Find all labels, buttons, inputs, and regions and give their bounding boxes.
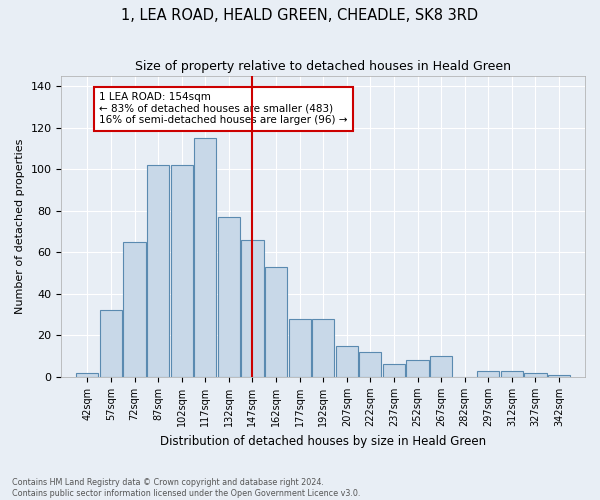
Bar bbox=[406, 360, 428, 377]
Bar bbox=[336, 346, 358, 377]
Bar bbox=[501, 370, 523, 377]
Bar bbox=[312, 318, 334, 377]
Bar bbox=[359, 352, 382, 377]
Bar bbox=[194, 138, 217, 377]
Bar bbox=[430, 356, 452, 377]
Bar bbox=[524, 373, 547, 377]
Bar bbox=[477, 370, 499, 377]
Bar bbox=[100, 310, 122, 377]
Text: Contains HM Land Registry data © Crown copyright and database right 2024.
Contai: Contains HM Land Registry data © Crown c… bbox=[12, 478, 361, 498]
Bar bbox=[124, 242, 146, 377]
X-axis label: Distribution of detached houses by size in Heald Green: Distribution of detached houses by size … bbox=[160, 434, 486, 448]
Bar bbox=[265, 267, 287, 377]
Title: Size of property relative to detached houses in Heald Green: Size of property relative to detached ho… bbox=[135, 60, 511, 73]
Text: 1 LEA ROAD: 154sqm
← 83% of detached houses are smaller (483)
16% of semi-detach: 1 LEA ROAD: 154sqm ← 83% of detached hou… bbox=[99, 92, 347, 126]
Text: 1, LEA ROAD, HEALD GREEN, CHEADLE, SK8 3RD: 1, LEA ROAD, HEALD GREEN, CHEADLE, SK8 3… bbox=[121, 8, 479, 22]
Bar bbox=[548, 375, 570, 377]
Bar bbox=[383, 364, 405, 377]
Bar bbox=[147, 165, 169, 377]
Bar bbox=[170, 165, 193, 377]
Bar bbox=[241, 240, 263, 377]
Bar bbox=[218, 217, 240, 377]
Bar bbox=[76, 373, 98, 377]
Y-axis label: Number of detached properties: Number of detached properties bbox=[15, 138, 25, 314]
Bar bbox=[289, 318, 311, 377]
